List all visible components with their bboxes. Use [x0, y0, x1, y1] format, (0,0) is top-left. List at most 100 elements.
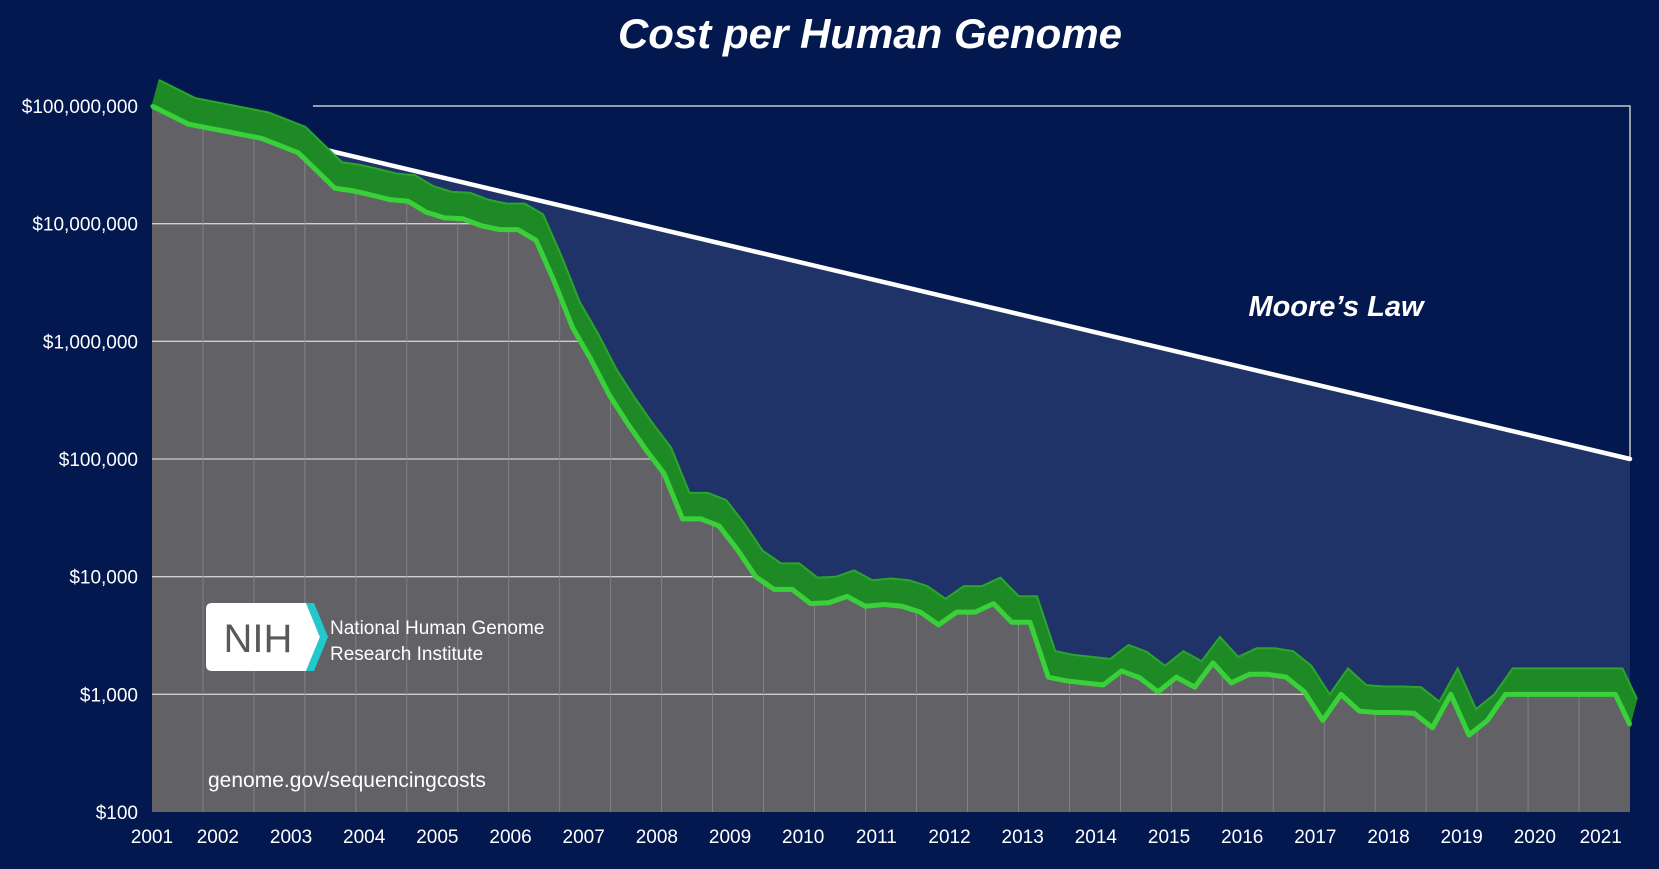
- cost-point: [1449, 692, 1453, 696]
- cost-point: [625, 421, 630, 426]
- x-tick-label: 2018: [1367, 827, 1409, 848]
- moore-gap-area: [312, 146, 1630, 736]
- cost-point: [1010, 620, 1014, 624]
- cost-point: [827, 601, 831, 605]
- x-tick-label: 2008: [636, 827, 678, 848]
- cost-point: [1174, 675, 1178, 679]
- cost-point: [1138, 676, 1142, 680]
- chart-title: Cost per Human Genome: [618, 10, 1122, 57]
- cost-point: [552, 280, 557, 284]
- y-tick-label: $1,000: [80, 685, 138, 706]
- cost-point: [863, 604, 867, 608]
- cost-point: [1504, 692, 1508, 696]
- source-url: genome.gov/sequencingcosts: [208, 769, 486, 792]
- nih-org-line2: Research Institute: [330, 644, 483, 665]
- cost-point: [223, 129, 227, 133]
- cost-point: [1156, 690, 1160, 694]
- cost-point: [150, 104, 154, 108]
- cost-point: [479, 224, 483, 228]
- cost-point: [699, 517, 703, 521]
- cost-point: [1394, 710, 1398, 715]
- cost-point: [1430, 726, 1435, 730]
- cost-point: [1119, 669, 1124, 673]
- moores-law-line: [310, 144, 1633, 462]
- cost-point: [424, 210, 428, 214]
- cost-point: [1613, 692, 1617, 696]
- x-tick-label: 2003: [270, 827, 312, 848]
- cost-point: [1357, 709, 1361, 713]
- cost-point: [1284, 675, 1288, 679]
- x-axis: 2001 2002 2003 2004 2005 2006 2007 2008 2009 2010…: [131, 827, 1622, 848]
- cost-point: [662, 472, 666, 476]
- cost-point: [680, 517, 685, 521]
- cost-point: [571, 326, 575, 330]
- cost-point: [1412, 711, 1416, 715]
- cost-point: [443, 216, 447, 220]
- cost-point: [1595, 692, 1599, 696]
- nih-logo: NIH National Human Genome Research Insti…: [206, 603, 544, 671]
- x-tick-label: 2011: [856, 827, 897, 848]
- cost-point: [882, 602, 886, 607]
- x-tick-label: 2015: [1148, 827, 1190, 848]
- cost-point: [918, 610, 922, 614]
- cost-point: [1628, 723, 1632, 727]
- cost-point: [717, 524, 721, 528]
- y-tick-label: $1,000,000: [43, 332, 138, 353]
- x-tick-label: 2013: [1002, 827, 1044, 848]
- x-tick-label: 2004: [343, 827, 386, 848]
- plot-frame: [312, 105, 1631, 459]
- y-tick-label: $100: [96, 803, 138, 824]
- cost-point: [1028, 620, 1032, 624]
- cost-point: [1558, 692, 1563, 696]
- cost-point: [1046, 675, 1050, 679]
- cost-point: [991, 602, 996, 606]
- cost-point: [369, 193, 374, 197]
- cost-point: [406, 199, 410, 203]
- cost-point: [790, 587, 794, 591]
- cost-point: [1083, 681, 1087, 685]
- cost-point: [1229, 681, 1233, 685]
- cost-point: [1065, 679, 1069, 683]
- x-tick-label: 2005: [416, 827, 458, 848]
- cost-point: [936, 623, 941, 627]
- cost-point: [534, 238, 538, 243]
- cost-point: [1302, 690, 1307, 694]
- cost-point: [296, 151, 300, 155]
- cost-point: [333, 186, 337, 190]
- x-tick-label: 2010: [782, 827, 824, 848]
- x-tick-label: 2009: [709, 827, 751, 848]
- cost-point: [1211, 661, 1215, 665]
- cost-point: [1540, 692, 1544, 696]
- cost-point: [1485, 718, 1489, 723]
- moores-law-label: Moore’s Law: [1248, 291, 1426, 323]
- cost-point: [607, 393, 611, 397]
- y-tick-label: $10,000,000: [32, 215, 138, 236]
- x-tick-label: 2002: [197, 827, 239, 848]
- y-tick-label: $100,000: [59, 450, 138, 471]
- cost-point: [845, 594, 849, 598]
- cost-point: [1321, 718, 1325, 723]
- y-axis: $100,000,000 $10,000,000 $1,000,000 $100,00…: [22, 97, 138, 824]
- cost-point: [808, 602, 813, 606]
- cost-point: [1247, 672, 1252, 676]
- cost-point: [1467, 733, 1471, 737]
- cost-point: [955, 610, 959, 614]
- cost-point: [497, 228, 502, 232]
- cost-point: [1577, 692, 1581, 696]
- nih-org-line1: National Human Genome: [330, 618, 544, 639]
- cost-area: [152, 106, 1630, 812]
- cost-point: [754, 575, 758, 579]
- nih-logo-mark: NIH: [224, 617, 293, 661]
- cost-point: [1266, 672, 1270, 676]
- cost-point: [260, 136, 264, 141]
- x-tick-label: 2001: [131, 827, 173, 848]
- cost-point: [1193, 685, 1197, 689]
- y-tick-label: $100,000,000: [22, 97, 138, 118]
- x-tick-label: 2006: [489, 827, 531, 848]
- cost-point: [644, 448, 648, 452]
- x-tick-label: 2016: [1221, 827, 1263, 848]
- x-tick-label: 2007: [563, 827, 605, 848]
- cost-point: [973, 610, 977, 614]
- cost-ribbon-edge: [158, 79, 1638, 711]
